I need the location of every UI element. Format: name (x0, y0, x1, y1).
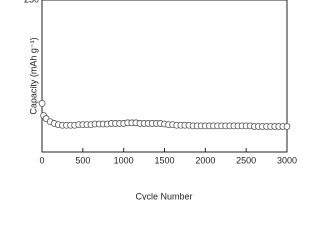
x-tick-label: 1000 (114, 155, 134, 165)
x-axis-label: Cycle Number (135, 191, 192, 200)
x-tick-label: 2000 (195, 155, 215, 165)
x-tick-label: 500 (75, 155, 90, 165)
page: {"chart_data": {"type": "scatter", "x_la… (23, 0, 298, 200)
data-point (283, 123, 291, 130)
chart: Capacity (mAh g⁻¹) Cycle Number 0 500 1000… (24, 0, 297, 200)
y-tick-label: 250 (24, 0, 39, 4)
x-tick-label: 1500 (154, 155, 174, 165)
x-tick-label: 3000 (277, 155, 297, 165)
x-tick-label: 0 (39, 155, 44, 165)
data-point (38, 99, 46, 107)
y-axis-label: Capacity (mAh g⁻¹) (28, 37, 38, 114)
x-tick-label: 2500 (236, 155, 256, 165)
